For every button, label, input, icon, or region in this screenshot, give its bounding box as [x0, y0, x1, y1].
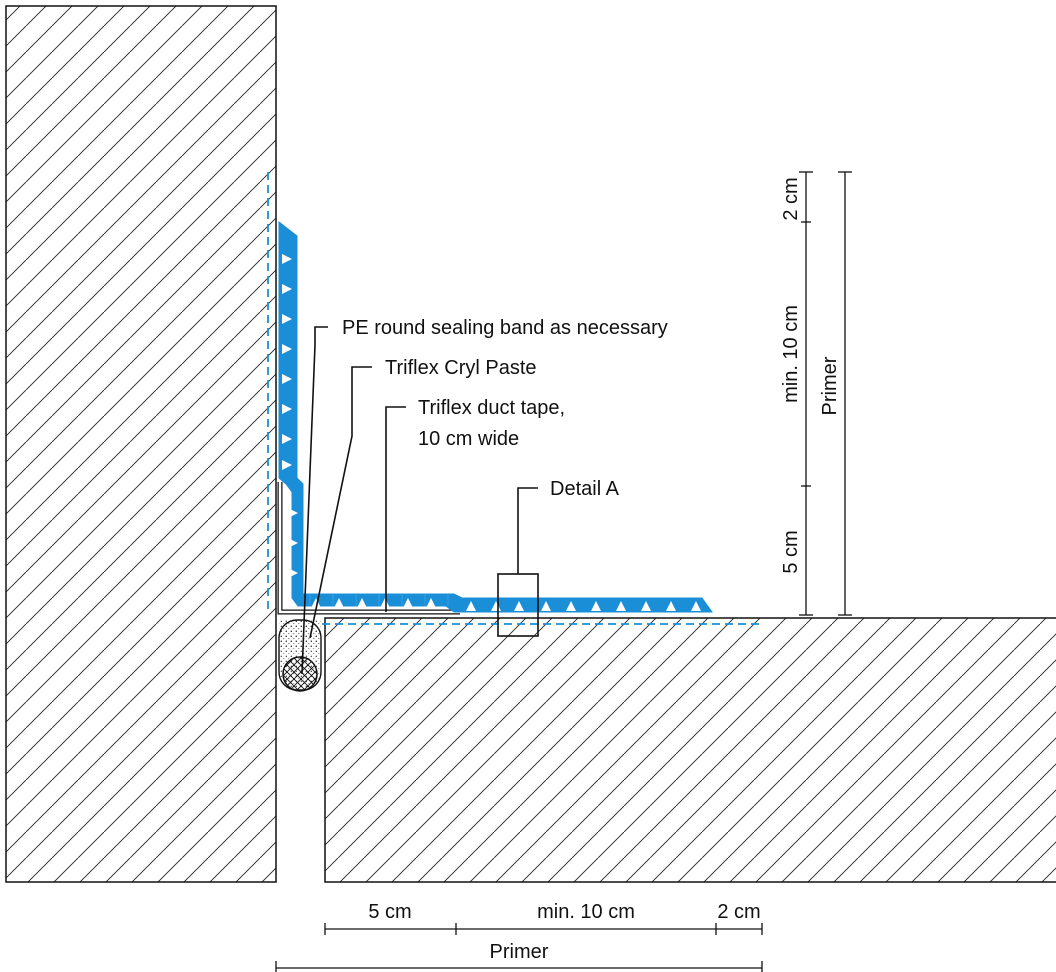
hdim-left-label: 5 cm — [368, 901, 411, 923]
hdim-right-label: 2 cm — [717, 901, 760, 923]
vdim-primer-label: Primer — [819, 356, 841, 415]
vdim-top-label: 2 cm — [780, 177, 802, 220]
left-wall — [5, 5, 277, 883]
leader-cryl-paste — [309, 366, 372, 639]
membrane-reinforcement-vertical — [282, 254, 298, 578]
horizontal-dimension — [275, 923, 763, 972]
hdim-middle-label: min. 10 cm — [537, 901, 635, 923]
cryl-paste-fill-top — [279, 620, 321, 648]
leader-detail-a — [517, 487, 538, 574]
floor-slab — [324, 617, 1056, 883]
membrane-reinforcement-horizontal — [311, 598, 701, 611]
duct-tape-inner — [278, 482, 460, 614]
vertical-dimension — [799, 171, 852, 616]
duct-tape-label-1: Triflex duct tape, — [418, 397, 565, 419]
duct-tape-label-2: 10 cm wide — [418, 428, 519, 450]
leader-pe-band — [301, 326, 328, 675]
vdim-bottom-label: 5 cm — [780, 530, 802, 573]
pe-band-label: PE round sealing band as necessary — [342, 317, 668, 339]
detail-a-label: Detail A — [550, 478, 620, 500]
vdim-middle-label: min. 10 cm — [780, 305, 802, 403]
membrane-upstand — [278, 220, 713, 613]
pe-round-sealing-band — [282, 656, 318, 692]
leader-duct-tape — [385, 406, 406, 612]
membrane-grid — [309, 594, 449, 606]
hdim-primer-label: Primer — [490, 941, 549, 963]
cryl-paste-label: Triflex Cryl Paste — [385, 357, 537, 379]
